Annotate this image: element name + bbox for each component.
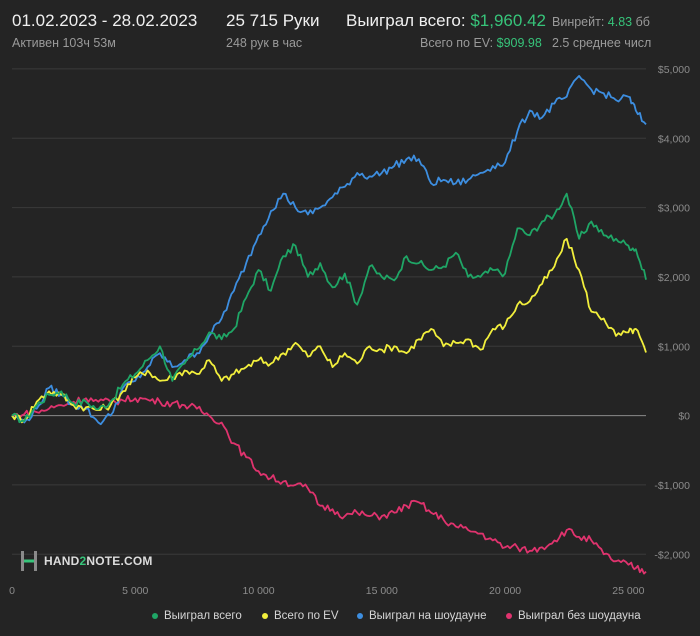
active-time: Активен 103ч 53м bbox=[12, 36, 116, 50]
legend-dot-icon bbox=[262, 613, 268, 619]
hands-per-hour: 248 рук в час bbox=[226, 36, 303, 50]
legend-item-non-showdown[interactable]: Выиграл без шоудауна bbox=[506, 610, 641, 622]
x-tick-label: 20 000 bbox=[489, 585, 521, 597]
x-tick-label: 5 000 bbox=[122, 585, 148, 597]
y-tick-label: $4,000 bbox=[658, 133, 690, 145]
series-line-0[interactable] bbox=[11, 192, 647, 424]
legend-item-showdown[interactable]: Выиграл на шоудауне bbox=[357, 610, 487, 622]
won-total: Выиграл всего: $1,960.42 bbox=[346, 11, 546, 31]
hands-count: 25 715 Руки bbox=[226, 11, 320, 30]
legend-label: Выиграл на шоудауне bbox=[369, 610, 487, 622]
hand2note-logo: HAND2NOTE.COM bbox=[20, 549, 153, 573]
chart: $5,000 $4,000 $3,000 $2,000 $1,000 $0 -$1,000 -… bbox=[9, 64, 690, 597]
hand2note-logo-icon bbox=[21, 551, 37, 571]
legend-dot-icon bbox=[506, 613, 512, 619]
y-tick-label: $5,000 bbox=[658, 64, 690, 76]
stats-header: 01.02.2023 - 28.02.2023 Активен 103ч 53м… bbox=[0, 0, 700, 62]
series-line-1[interactable] bbox=[11, 237, 647, 424]
legend-dot-icon bbox=[357, 613, 363, 619]
x-tick-label: 10 000 bbox=[242, 585, 274, 597]
chart-legend: Выиграл всего Всего по EV Выиграл на шоу… bbox=[0, 610, 700, 628]
ev-total: Всего по EV: $909.98 bbox=[420, 36, 542, 50]
winrate-label: Винрейт: bbox=[552, 15, 605, 29]
winrate-value: 4.83 bbox=[607, 15, 633, 29]
y-tick-label: $1,000 bbox=[658, 341, 690, 353]
hand2note-logo-text: HAND2NOTE.COM bbox=[44, 554, 153, 568]
legend-dot-icon bbox=[152, 613, 158, 619]
winrate: Винрейт: 4.83 бб bbox=[552, 15, 652, 29]
y-tick-label: $2,000 bbox=[658, 272, 690, 284]
x-tick-label: 0 bbox=[9, 585, 15, 597]
y-tick-label: -$2,000 bbox=[654, 549, 690, 561]
y-tick-label: -$1,000 bbox=[654, 480, 690, 492]
ev-total-value: $909.98 bbox=[496, 36, 542, 50]
series-line-2[interactable] bbox=[11, 75, 647, 426]
date-range[interactable]: 01.02.2023 - 28.02.2023 bbox=[12, 11, 198, 30]
legend-label: Выиграл без шоудауна bbox=[518, 610, 641, 622]
y-tick-label: $0 bbox=[678, 411, 690, 423]
ev-total-label: Всего по EV: bbox=[420, 36, 494, 50]
winrate-unit: бб bbox=[635, 15, 650, 29]
legend-item-won-total[interactable]: Выиграл всего bbox=[152, 610, 242, 622]
x-tick-label: 25 000 bbox=[612, 585, 644, 597]
y-tick-label: $3,000 bbox=[658, 203, 690, 215]
legend-label: Всего по EV bbox=[274, 610, 339, 622]
won-total-value: $1,960.42 bbox=[470, 11, 546, 30]
legend-label: Выиграл всего bbox=[164, 610, 242, 622]
legend-item-ev[interactable]: Всего по EV bbox=[262, 610, 339, 622]
x-tick-label: 15 000 bbox=[366, 585, 398, 597]
average-info: 2.5 среднее числ bbox=[552, 36, 652, 50]
won-total-label: Выиграл всего: bbox=[346, 11, 466, 30]
